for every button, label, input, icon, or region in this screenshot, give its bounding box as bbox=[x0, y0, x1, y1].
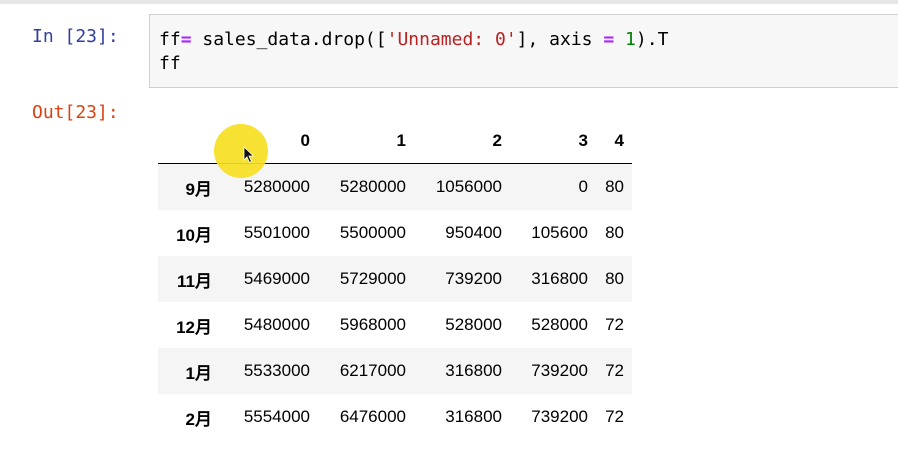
code-token-operator: = bbox=[603, 29, 615, 50]
table-cell: 5533000 bbox=[220, 348, 316, 394]
table-cell: 5280000 bbox=[316, 163, 412, 210]
row-index: 2月 bbox=[185, 409, 212, 429]
table-cell: 528000 bbox=[531, 315, 588, 334]
column-header: 1 bbox=[316, 118, 412, 164]
table-cell: 316800 bbox=[412, 348, 508, 394]
index-header bbox=[158, 118, 220, 164]
column-header: 0 bbox=[220, 118, 316, 164]
table-cell: 739200 bbox=[508, 348, 594, 394]
table-cell: 72 bbox=[594, 348, 632, 394]
code-token-transpose: ).T bbox=[635, 29, 669, 50]
column-header: 3 bbox=[508, 118, 594, 164]
table-cell: 6476000 bbox=[339, 407, 406, 426]
output-prompt: Out[23]: bbox=[32, 102, 119, 123]
table-cell: 80 bbox=[605, 223, 624, 242]
dataframe-table: 0 1 2 3 4 9月 5280000 5280000 1056000 0 8… bbox=[158, 118, 632, 440]
table-cell: 528000 bbox=[445, 315, 502, 334]
code-token-operator: = bbox=[180, 29, 192, 50]
table-cell: 80 bbox=[594, 163, 632, 210]
row-index: 11月 bbox=[158, 256, 220, 302]
row-index: 9月 bbox=[158, 163, 220, 210]
code-cell-editor[interactable]: ff= sales_data.drop(['Unnamed: 0'], axis… bbox=[149, 14, 898, 88]
input-prompt: In [23]: bbox=[32, 26, 119, 47]
table-row: 11月 5469000 5729000 739200 316800 80 bbox=[158, 256, 632, 302]
column-header: 2 bbox=[412, 118, 508, 164]
table-cell: 316800 bbox=[445, 407, 502, 426]
table-cell: 5480000 bbox=[243, 315, 310, 334]
code-line-2: ff bbox=[159, 53, 181, 74]
table-cell: 316800 bbox=[508, 256, 594, 302]
code-token-number: 1 bbox=[625, 29, 636, 50]
row-index: 10月 bbox=[176, 225, 212, 245]
code-token-call: sales_data.drop([ bbox=[191, 29, 387, 50]
table-cell: 0 bbox=[508, 163, 594, 210]
code-token-string: 'Unnamed: 0' bbox=[386, 29, 517, 50]
table-cell: 5501000 bbox=[243, 223, 310, 242]
code-token-variable: ff bbox=[159, 29, 181, 50]
table-cell: 739200 bbox=[412, 256, 508, 302]
table-cell: 105600 bbox=[531, 223, 588, 242]
table-cell: 6217000 bbox=[316, 348, 412, 394]
row-index: 12月 bbox=[176, 317, 212, 337]
table-cell: 80 bbox=[594, 256, 632, 302]
table-cell: 5554000 bbox=[243, 407, 310, 426]
table-cell: 5729000 bbox=[316, 256, 412, 302]
table-row: 10月 5501000 5500000 950400 105600 80 bbox=[158, 210, 632, 256]
table-cell: 72 bbox=[605, 315, 624, 334]
table-cell: 950400 bbox=[445, 223, 502, 242]
code-token-space bbox=[614, 29, 625, 50]
code-line-1: ff= sales_data.drop(['Unnamed: 0'], axis… bbox=[159, 29, 668, 50]
table-cell: 1056000 bbox=[412, 163, 508, 210]
table-row: 12月 5480000 5968000 528000 528000 72 bbox=[158, 302, 632, 348]
table-cell: 5500000 bbox=[339, 223, 406, 242]
table-cell: 5469000 bbox=[220, 256, 316, 302]
cell-top-divider bbox=[0, 0, 898, 4]
table-cell: 739200 bbox=[531, 407, 588, 426]
table-row: 9月 5280000 5280000 1056000 0 80 bbox=[158, 163, 632, 210]
column-header: 4 bbox=[594, 118, 632, 164]
table-cell: 5280000 bbox=[220, 163, 316, 210]
row-index: 1月 bbox=[158, 348, 220, 394]
table-row: 2月 5554000 6476000 316800 739200 72 bbox=[158, 394, 632, 440]
table-row: 1月 5533000 6217000 316800 739200 72 bbox=[158, 348, 632, 394]
table-cell: 5968000 bbox=[339, 315, 406, 334]
table-cell: 72 bbox=[605, 407, 624, 426]
table-header-row: 0 1 2 3 4 bbox=[158, 118, 632, 164]
code-token-kwarg: ], axis bbox=[516, 29, 604, 50]
